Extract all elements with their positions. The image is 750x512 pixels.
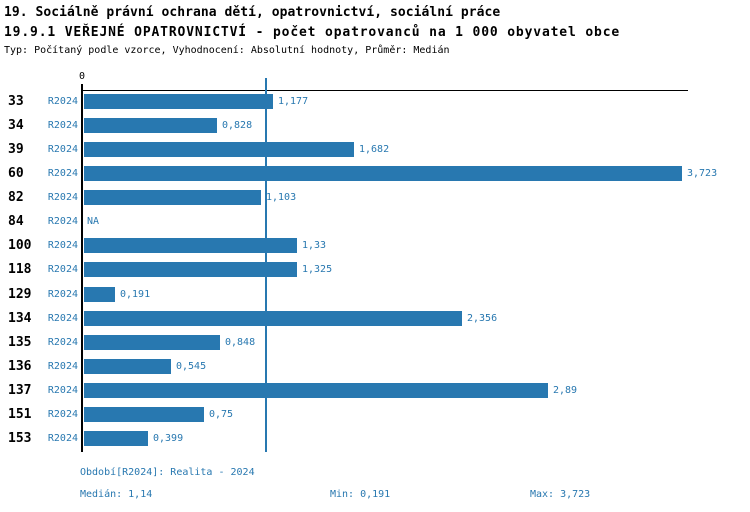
row-category-label: 129	[8, 287, 32, 302]
value-bar	[84, 311, 462, 326]
chart-row: 33 R2024 1,177	[0, 90, 750, 114]
row-category-label: 153	[8, 431, 32, 446]
row-category-label: 137	[8, 383, 32, 398]
max-stat: Max: 3,723	[530, 489, 591, 500]
row-period-label: R2024	[47, 240, 78, 251]
row-period-label: R2024	[47, 409, 78, 420]
value-label: 1,103	[266, 192, 297, 203]
y-axis-line	[81, 84, 83, 452]
x-axis-zero-tick-label: 0	[78, 71, 86, 82]
chart-row: 137 R2024 2,89	[0, 379, 750, 403]
row-period-label: R2024	[47, 289, 78, 300]
row-period-label: R2024	[47, 433, 78, 444]
chart-row: 60 R2024 3,723	[0, 162, 750, 186]
row-period-label: R2024	[47, 192, 78, 203]
value-bar	[84, 431, 148, 446]
period-info: Období[R2024]: Realita - 2024	[80, 467, 255, 478]
value-label: 1,33	[302, 240, 327, 251]
bar-chart: 33 R2024 1,177 34 R2024 0,828 39 R2024 1,682 60 R2…	[0, 90, 750, 452]
value-label: 0,399	[153, 433, 184, 444]
report-meta-line: Typ: Počítaný podle vzorce, Vyhodnocení:…	[4, 45, 450, 56]
row-category-label: 100	[8, 238, 32, 253]
min-stat: Min: 0,191	[330, 489, 391, 500]
row-category-label: 118	[8, 262, 32, 277]
row-period-label: R2024	[47, 144, 78, 155]
chart-row: 136 R2024 0,545	[0, 355, 750, 379]
value-label: 0,828	[222, 120, 253, 131]
value-label: 2,89	[553, 385, 578, 396]
median-stat: Medián: 1,14	[80, 489, 153, 500]
value-label: 0,848	[225, 337, 256, 348]
row-category-label: 82	[8, 190, 24, 205]
row-period-label: R2024	[47, 337, 78, 348]
value-bar	[84, 383, 548, 398]
value-bar	[84, 94, 273, 109]
value-label: 0,545	[176, 361, 207, 372]
row-category-label: 33	[8, 94, 24, 109]
value-label: 1,682	[359, 144, 390, 155]
row-period-label: R2024	[47, 168, 78, 179]
chart-row: 135 R2024 0,848	[0, 331, 750, 355]
chart-row: 100 R2024 1,33	[0, 234, 750, 258]
value-bar	[84, 238, 297, 253]
row-period-label: R2024	[47, 216, 78, 227]
value-label: 0,75	[209, 409, 234, 420]
row-period-label: R2024	[47, 120, 78, 131]
chart-row: 134 R2024 2,356	[0, 307, 750, 331]
x-axis-line	[81, 90, 688, 91]
row-category-label: 60	[8, 166, 24, 181]
row-period-label: R2024	[47, 96, 78, 107]
chart-row: 153 R2024 0,399	[0, 427, 750, 451]
value-bar	[84, 142, 354, 157]
value-bar	[84, 166, 682, 181]
report-subtitle: 19.9.1 VEŘEJNÉ OPATROVNICTVÍ - počet opa…	[4, 25, 621, 40]
row-category-label: 136	[8, 359, 32, 374]
row-period-label: R2024	[47, 385, 78, 396]
value-label: 1,325	[302, 264, 333, 275]
row-category-label: 151	[8, 407, 32, 422]
chart-row: 82 R2024 1,103	[0, 186, 750, 210]
row-category-label: 84	[8, 214, 24, 229]
row-category-label: 39	[8, 142, 24, 157]
row-period-label: R2024	[47, 361, 78, 372]
value-bar	[84, 335, 220, 350]
value-bar	[84, 190, 261, 205]
chart-row: 118 R2024 1,325	[0, 258, 750, 282]
value-bar	[84, 359, 171, 374]
value-label: NA	[87, 216, 100, 227]
value-bar	[84, 407, 204, 422]
row-category-label: 134	[8, 311, 32, 326]
chart-row: 129 R2024 0,191	[0, 283, 750, 307]
row-period-label: R2024	[47, 264, 78, 275]
value-bar	[84, 287, 115, 302]
row-period-label: R2024	[47, 313, 78, 324]
chart-row: 39 R2024 1,682	[0, 138, 750, 162]
chart-row: 151 R2024 0,75	[0, 403, 750, 427]
value-label: 3,723	[687, 168, 718, 179]
value-bar	[84, 118, 217, 133]
row-category-label: 135	[8, 335, 32, 350]
value-label: 0,191	[120, 289, 151, 300]
value-label: 1,177	[278, 96, 309, 107]
row-category-label: 34	[8, 118, 24, 133]
report-title: 19. Sociálně právní ochrana dětí, opatro…	[4, 5, 501, 20]
chart-row: 34 R2024 0,828	[0, 114, 750, 138]
value-label: 2,356	[467, 313, 498, 324]
chart-row: 84 R2024 NA	[0, 210, 750, 234]
value-bar	[84, 262, 297, 277]
